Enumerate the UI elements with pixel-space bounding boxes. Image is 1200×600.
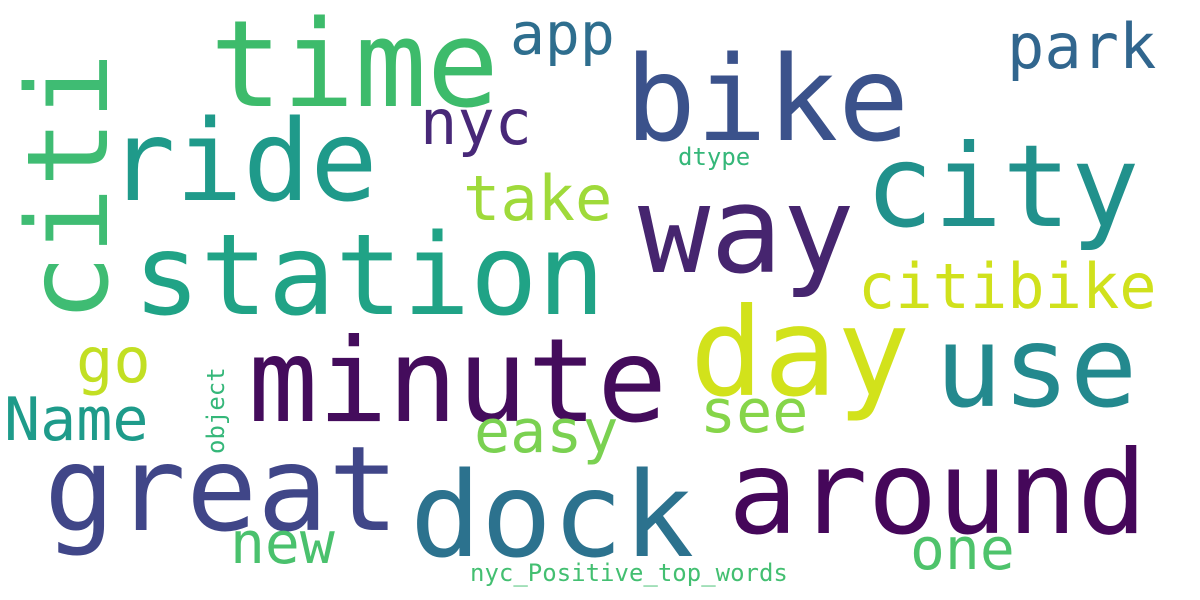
word-ride: ride: [108, 97, 378, 227]
word-city: city: [865, 120, 1140, 253]
word-name: Name: [4, 385, 149, 455]
word-new: new: [230, 509, 335, 577]
word-easy: easy: [474, 397, 619, 467]
word-bike: bike: [625, 30, 910, 168]
word-citibike: citibike: [858, 250, 1157, 323]
word-day: day: [690, 282, 911, 424]
word-go: go: [76, 324, 151, 397]
word-park: park: [1007, 10, 1157, 83]
word-minute: minute: [248, 314, 668, 449]
word-take: take: [463, 162, 613, 235]
word-nyc: nyc: [420, 86, 532, 159]
word-dock: dock: [410, 446, 695, 584]
word-object: object: [202, 367, 230, 454]
word-dtype: dtype: [678, 143, 751, 171]
word-one: one: [910, 515, 1015, 583]
word-see: see: [700, 377, 809, 447]
word-use: use: [935, 303, 1138, 433]
word-app: app: [510, 0, 615, 68]
word-great: great: [44, 420, 400, 558]
word-way: way: [638, 162, 855, 301]
word-station: station: [133, 211, 606, 341]
word-time: time: [210, 0, 499, 135]
word-around: around: [728, 426, 1148, 561]
word-nyc-positive-top-words: nyc_Positive_top_words: [470, 559, 788, 587]
